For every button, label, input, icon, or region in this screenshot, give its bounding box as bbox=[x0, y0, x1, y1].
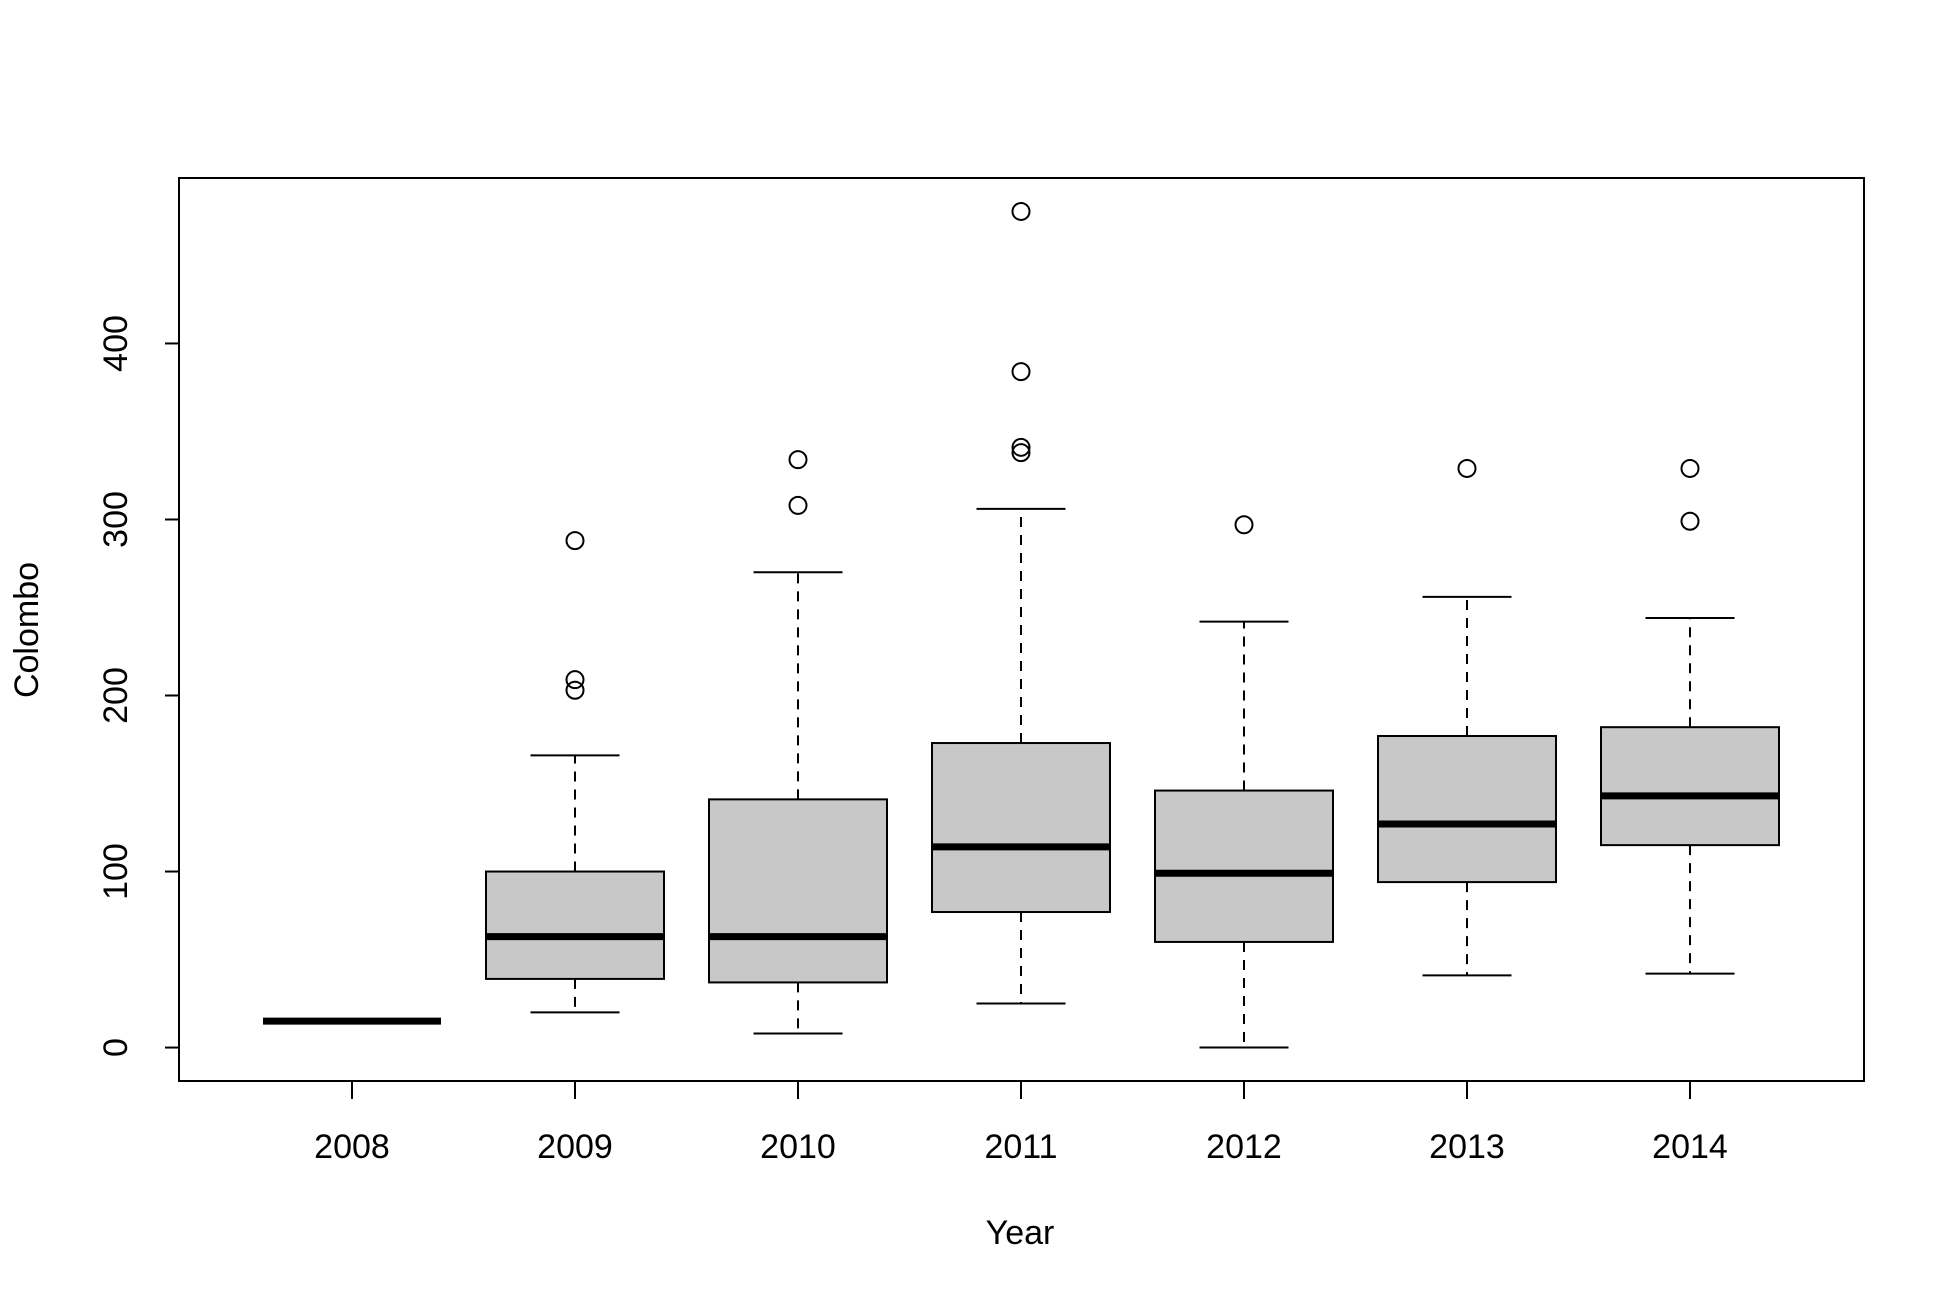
outlier-point bbox=[1011, 443, 1031, 463]
outlier-point bbox=[1011, 362, 1031, 382]
x-tick-label: 2013 bbox=[1429, 1128, 1505, 1166]
x-tick-label: 2009 bbox=[537, 1128, 613, 1166]
box-iqr bbox=[931, 742, 1111, 914]
boxes-layer bbox=[263, 201, 1780, 1049]
outlier-point bbox=[788, 495, 808, 515]
y-tick-label: 400 bbox=[97, 315, 135, 372]
x-tick-label: 2014 bbox=[1652, 1128, 1728, 1166]
y-tick-label: 300 bbox=[97, 491, 135, 548]
y-tick-label: 200 bbox=[97, 667, 135, 724]
outlier-point bbox=[565, 680, 585, 700]
outlier-point bbox=[1234, 515, 1254, 535]
outlier-point bbox=[788, 450, 808, 470]
outlier-point bbox=[565, 531, 585, 551]
box-iqr bbox=[708, 798, 888, 984]
outlier-point bbox=[1680, 458, 1700, 478]
x-axis-title: Year bbox=[986, 1214, 1055, 1252]
outlier-point bbox=[1011, 201, 1031, 221]
box-iqr bbox=[1377, 734, 1557, 884]
x-axis: 2008 2009 2010 2011 2012 2013 2014 bbox=[314, 1081, 1728, 1166]
box-2013 bbox=[1377, 458, 1557, 977]
x-tick-label: 2008 bbox=[314, 1128, 390, 1166]
box-2014 bbox=[1600, 458, 1780, 975]
box-iqr bbox=[1154, 789, 1334, 943]
y-axis: 0 100 200 300 400 bbox=[97, 315, 179, 1057]
outlier-point bbox=[565, 670, 585, 690]
box-2009 bbox=[485, 531, 665, 1014]
box-2012 bbox=[1154, 515, 1334, 1049]
y-axis-title: Colombo bbox=[8, 562, 46, 698]
outlier-point bbox=[1011, 437, 1031, 457]
box-iqr bbox=[1600, 726, 1780, 847]
outlier-point bbox=[1457, 458, 1477, 478]
x-tick-label: 2012 bbox=[1206, 1128, 1282, 1166]
x-tick-label: 2011 bbox=[984, 1128, 1057, 1166]
box-2011 bbox=[931, 201, 1111, 1005]
x-tick-label: 2010 bbox=[760, 1128, 836, 1166]
outlier-point bbox=[1680, 511, 1700, 531]
y-tick-label: 100 bbox=[97, 843, 135, 900]
box-iqr bbox=[485, 870, 665, 980]
y-tick-label: 0 bbox=[97, 1038, 135, 1057]
box-2010 bbox=[708, 450, 888, 1035]
